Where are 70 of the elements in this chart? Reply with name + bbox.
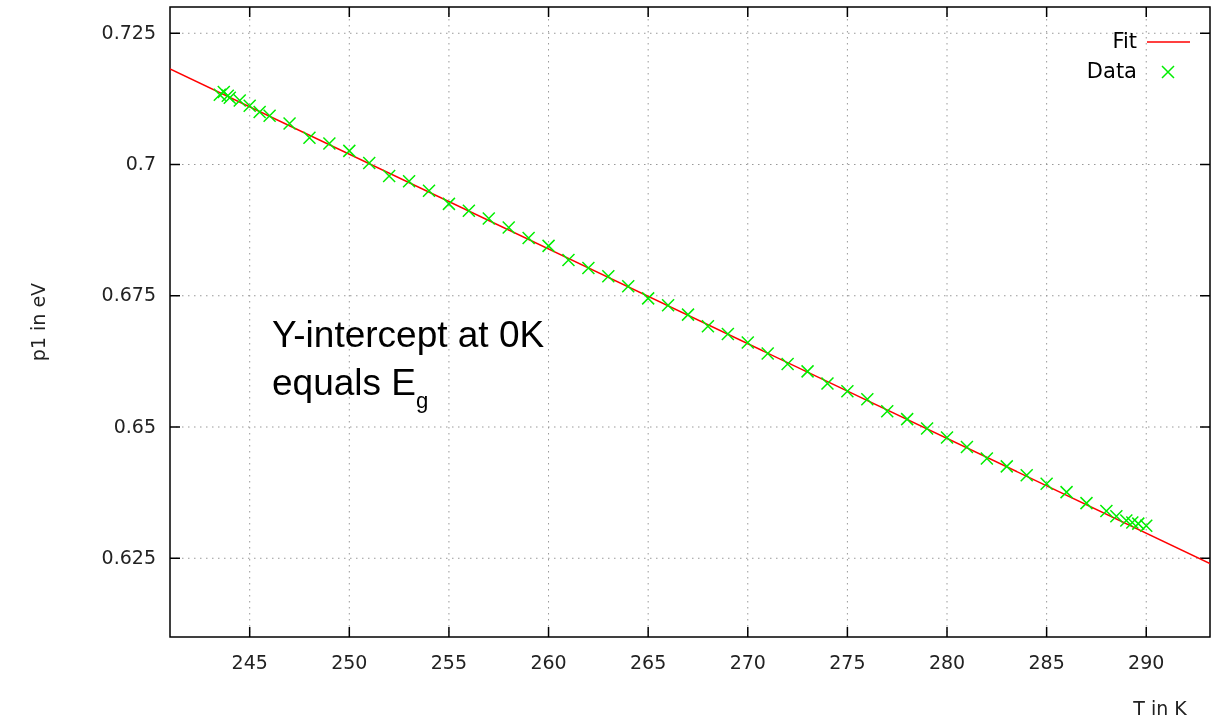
point (362, 156, 376, 170)
x-tick-label: 275 (829, 651, 866, 673)
point (760, 346, 775, 361)
x-tick-label: 255 (430, 651, 468, 673)
point (501, 220, 516, 235)
point (601, 269, 616, 284)
y-tick-label: 0.7 (125, 152, 156, 174)
point (1139, 518, 1153, 533)
point (322, 136, 337, 151)
point (701, 319, 715, 333)
x-tick-label: 260 (530, 651, 567, 673)
point (681, 307, 695, 322)
point (462, 203, 476, 218)
y-axis-title: p1 in eV (27, 282, 49, 362)
y-tick-label: 0.675 (101, 283, 156, 306)
point (581, 261, 596, 275)
point (661, 298, 675, 312)
x-tick-label: 285 (1028, 651, 1065, 673)
point (442, 197, 456, 211)
annotation: Y-intercept at 0K equals E$_{g}$ (272, 314, 545, 413)
point (840, 384, 855, 399)
point (282, 116, 297, 131)
point (402, 174, 416, 189)
point (1059, 485, 1074, 499)
point (382, 169, 396, 183)
point (561, 253, 576, 267)
x-tick-label: 270 (729, 651, 766, 673)
point (252, 105, 267, 119)
point (920, 421, 934, 436)
y-tick-label: 0.65 (113, 414, 156, 437)
legend-label: Data (1086, 59, 1137, 83)
point (521, 231, 536, 245)
point (541, 239, 556, 253)
point (820, 376, 835, 391)
point (741, 335, 755, 350)
y-tick-label: 0.725 (101, 20, 156, 43)
point (262, 108, 277, 123)
point (621, 279, 635, 294)
x-tick-label: 250 (331, 651, 368, 673)
point (780, 357, 795, 371)
point (1079, 496, 1094, 510)
point (422, 184, 436, 198)
point (1109, 509, 1124, 523)
point (1125, 515, 1140, 530)
point (800, 364, 815, 379)
point (721, 327, 735, 341)
point (980, 451, 994, 466)
point (960, 440, 974, 454)
x-tick-label: 280 (928, 651, 966, 673)
point (880, 404, 894, 418)
point (1099, 504, 1114, 518)
legend-label: Fit (1112, 29, 1137, 53)
point (900, 412, 914, 426)
point (1000, 459, 1014, 474)
point (1039, 476, 1054, 491)
point (1019, 468, 1034, 483)
point (342, 144, 357, 158)
point (302, 130, 317, 145)
point (242, 98, 257, 113)
point (940, 430, 954, 445)
x-tick-label: 290 (1128, 651, 1165, 673)
x-axis-title: T in K (1132, 697, 1188, 719)
point (860, 392, 875, 406)
point (641, 291, 655, 306)
point (217, 85, 231, 99)
x-tick-label: 265 (630, 651, 667, 673)
y-tick-label: 0.625 (101, 545, 156, 568)
point (213, 87, 227, 102)
x-tick-label: 245 (231, 651, 268, 673)
point (482, 211, 496, 226)
